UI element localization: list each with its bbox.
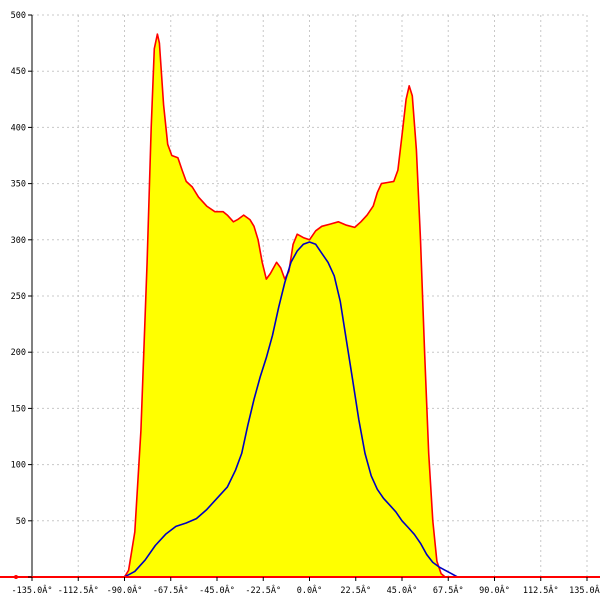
y-tick-label: 250 bbox=[11, 292, 26, 302]
origin-marker bbox=[14, 575, 18, 579]
x-tick-label: 22.5Â° bbox=[340, 584, 371, 596]
y-tick-label: 400 bbox=[11, 123, 26, 133]
axis-layer: 50 100 150 200 250 300 350 400 450 500 -135.0Â° -11… bbox=[0, 11, 600, 596]
y-tick-label: 200 bbox=[11, 348, 26, 358]
x-tick-label: 67.5Â° bbox=[433, 584, 464, 596]
y-tick-label: 100 bbox=[11, 461, 26, 471]
series-layer bbox=[123, 33, 458, 578]
x-tick-label: 45.0Â° bbox=[387, 584, 418, 596]
x-tick-label: 90.0Â° bbox=[479, 584, 510, 596]
x-tick-label: -112.5Â° bbox=[58, 584, 99, 596]
x-tick-label: -67.5Â° bbox=[153, 584, 189, 596]
series-line bbox=[124, 241, 458, 578]
x-tick-label: 0.0Â° bbox=[297, 584, 323, 596]
x-tick-label: -90.0Â° bbox=[107, 584, 143, 596]
x-tick-label: -45.0Â° bbox=[199, 584, 235, 596]
y-tick-label: 150 bbox=[11, 404, 26, 414]
y-tick-label: 350 bbox=[11, 180, 26, 190]
x-tick-label: -22.5Â° bbox=[245, 584, 281, 596]
area-outline bbox=[123, 33, 446, 578]
x-tick-label: -135.0Â° bbox=[12, 584, 53, 596]
x-tick-label: 112.5Â° bbox=[523, 584, 559, 596]
x-tick-label: 135.0Â° bbox=[569, 584, 600, 596]
y-tick-label: 50 bbox=[16, 517, 26, 527]
y-tick-label: 300 bbox=[11, 236, 26, 246]
y-tick-label: 500 bbox=[11, 11, 26, 21]
y-tick-label: 450 bbox=[11, 67, 26, 77]
area-fill bbox=[124, 34, 446, 578]
